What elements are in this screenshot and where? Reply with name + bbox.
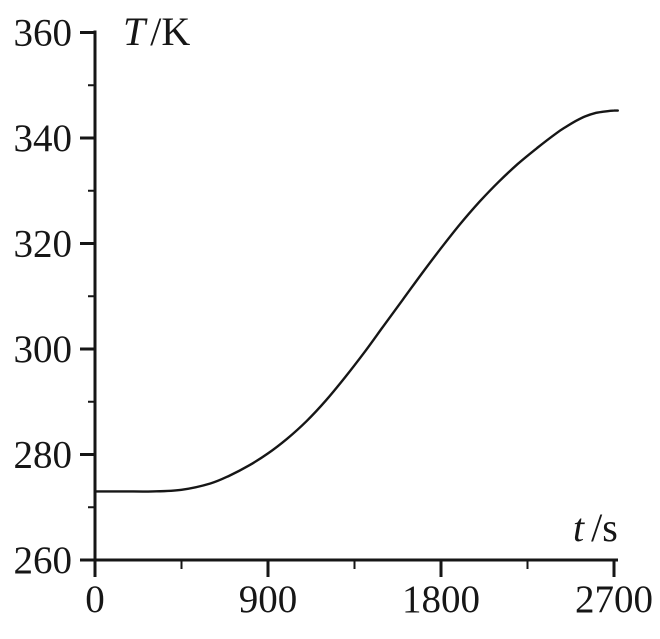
y-axis-tick-label: 360 [14,12,73,55]
y-axis-tick-label: 320 [14,223,73,266]
y-axis-tick-label: 340 [14,117,73,160]
x-axis-tick-label: 0 [85,578,105,621]
x-axis-title: t/s [573,505,618,550]
y-axis-tick-label: 300 [14,328,73,371]
x-axis-tick-label: 900 [239,578,298,621]
y-axis-tick-label: 280 [14,434,73,477]
x-axis-tick-label: 2700 [575,578,653,621]
y-axis-tick-label: 260 [14,539,73,582]
temperature-curve [93,109,619,493]
x-axis-tick-label: 1800 [402,578,480,621]
y-axis-title: T/K [123,9,190,54]
